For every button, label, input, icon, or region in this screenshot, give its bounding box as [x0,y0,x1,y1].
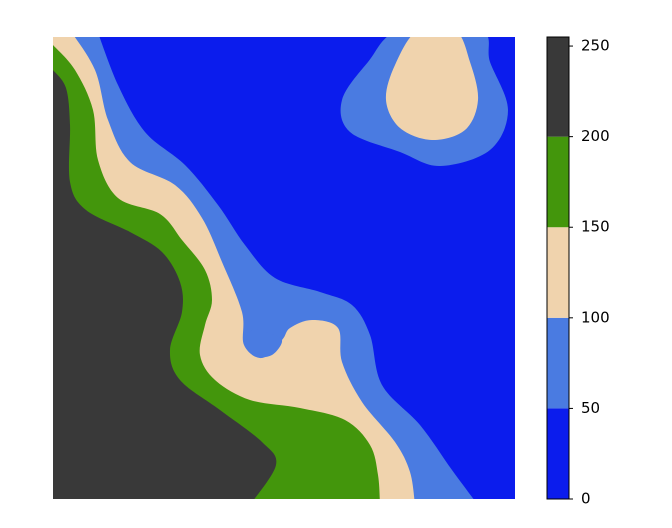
colorbar-segment [547,408,569,499]
colorbar-tick-label: 50 [581,399,600,417]
colorbar-tick-label: 200 [581,127,610,145]
colorbar: 0 50 100 150 200 250 [546,36,610,508]
colorbar-segment [547,317,569,409]
contour-region [245,329,283,358]
colorbar-segment [547,227,569,318]
contour-region [385,37,479,141]
colorbar-tick-label: 250 [581,37,610,55]
colorbar-frame [546,36,570,500]
colorbar-segment [547,37,569,137]
colorbar-tick-label: 150 [581,218,610,236]
contour-map [53,37,515,499]
colorbar-segment [547,136,569,228]
colorbar-tick-label: 100 [581,308,610,326]
contour-region [53,70,277,499]
colorbar-tick-label: 0 [581,490,591,508]
